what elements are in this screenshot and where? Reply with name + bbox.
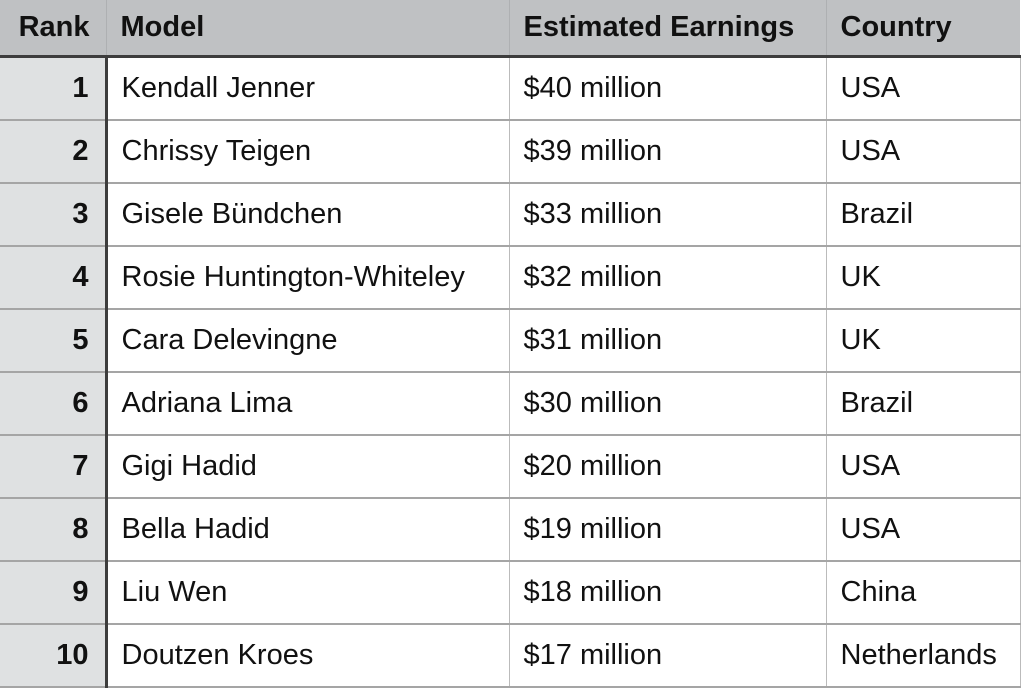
country-cell: UK xyxy=(826,309,1021,373)
earnings-cell: $40 million xyxy=(509,56,827,121)
model-cell: Gisele Bündchen xyxy=(106,183,510,247)
table-row: 3 Gisele Bündchen $33 million Brazil xyxy=(0,183,1021,247)
country-cell: USA xyxy=(826,120,1021,184)
model-cell: Chrissy Teigen xyxy=(106,120,510,184)
model-cell: Liu Wen xyxy=(106,561,510,625)
earnings-cell: $31 million xyxy=(509,309,827,373)
table-row: 1 Kendall Jenner $40 million USA xyxy=(0,56,1021,121)
country-cell: USA xyxy=(826,435,1021,499)
rank-cell: 2 xyxy=(0,120,108,184)
model-cell: Bella Hadid xyxy=(106,498,510,562)
earnings-cell: $30 million xyxy=(509,372,827,436)
table-row: 5 Cara Delevingne $31 million UK xyxy=(0,309,1021,373)
table-row: 9 Liu Wen $18 million China xyxy=(0,561,1021,625)
earnings-cell: $33 million xyxy=(509,183,827,247)
model-cell: Rosie Huntington-Whiteley xyxy=(106,246,510,310)
earnings-cell: $20 million xyxy=(509,435,827,499)
model-cell: Doutzen Kroes xyxy=(106,624,510,688)
model-cell: Adriana Lima xyxy=(106,372,510,436)
table-row: 7 Gigi Hadid $20 million USA xyxy=(0,435,1021,499)
earnings-cell: $18 million xyxy=(509,561,827,625)
model-cell: Gigi Hadid xyxy=(106,435,510,499)
table-row: 8 Bella Hadid $19 million USA xyxy=(0,498,1021,562)
earnings-cell: $39 million xyxy=(509,120,827,184)
country-cell: USA xyxy=(826,498,1021,562)
rank-cell: 6 xyxy=(0,372,108,436)
column-header-model: Model xyxy=(106,0,510,58)
column-header-earnings: Estimated Earnings xyxy=(509,0,827,58)
table-row: 10 Doutzen Kroes $17 million Netherlands xyxy=(0,624,1021,688)
table-row: 2 Chrissy Teigen $39 million USA xyxy=(0,120,1021,184)
rank-cell: 3 xyxy=(0,183,108,247)
country-cell: China xyxy=(826,561,1021,625)
earnings-cell: $19 million xyxy=(509,498,827,562)
column-header-rank: Rank xyxy=(0,0,107,58)
country-cell: Brazil xyxy=(826,372,1021,436)
model-cell: Cara Delevingne xyxy=(106,309,510,373)
header-row: Rank Model Estimated Earnings Country xyxy=(0,0,1020,58)
rank-cell: 10 xyxy=(0,624,108,688)
rank-cell: 7 xyxy=(0,435,108,499)
table-row: 4 Rosie Huntington-Whiteley $32 million … xyxy=(0,246,1021,310)
rank-cell: 1 xyxy=(0,56,108,121)
rank-cell: 9 xyxy=(0,561,108,625)
country-cell: UK xyxy=(826,246,1021,310)
country-cell: Netherlands xyxy=(826,624,1021,688)
earnings-cell: $17 million xyxy=(509,624,827,688)
country-cell: Brazil xyxy=(826,183,1021,247)
rank-cell: 8 xyxy=(0,498,108,562)
column-header-country: Country xyxy=(826,0,1020,58)
rank-cell: 5 xyxy=(0,309,108,373)
country-cell: USA xyxy=(826,56,1021,121)
model-cell: Kendall Jenner xyxy=(106,56,510,121)
earnings-cell: $32 million xyxy=(509,246,827,310)
rank-cell: 4 xyxy=(0,246,108,310)
table-row: 6 Adriana Lima $30 million Brazil xyxy=(0,372,1021,436)
